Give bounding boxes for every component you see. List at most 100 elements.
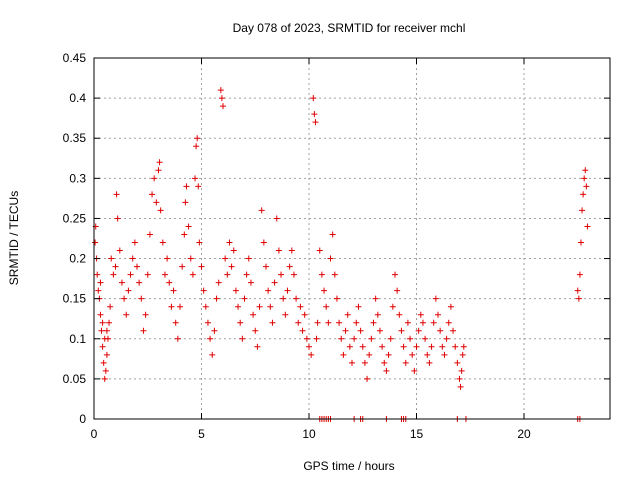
data-point [144,271,151,278]
data-point [293,295,300,302]
data-point [185,223,192,230]
data-point [247,279,254,286]
data-point [127,271,134,278]
data-point [228,263,235,270]
y-tick-label: 0.1 [69,332,86,346]
data-point [351,335,358,342]
data-point [379,343,386,350]
data-point [325,319,332,326]
data-point [458,367,465,374]
data-point [181,231,188,238]
data-point [581,175,588,182]
data-point [99,343,106,350]
data-point [95,287,102,294]
data-point [582,167,589,174]
data-point [256,303,263,310]
data-point [323,303,330,310]
data-point [265,287,272,294]
chart-title: Day 078 of 2023, SRMTID for receiver mch… [233,21,466,35]
data-point [215,279,222,286]
data-point [282,311,289,318]
data-point [311,111,318,118]
data-point [299,327,306,334]
data-point [280,295,287,302]
x-tick-label: 10 [302,427,316,441]
x-tick-label: 5 [198,427,205,441]
data-point [118,279,125,286]
data-point [258,207,265,214]
x-axis-label: GPS time / hours [303,459,394,473]
data-point [189,271,196,278]
data-point [579,207,586,214]
data-point [110,271,117,278]
y-tick-label: 0.3 [69,171,86,185]
plot-frame [93,57,611,420]
data-point [103,327,110,334]
data-point [243,271,250,278]
data-point [392,271,398,278]
data-point [254,343,261,350]
data-point [149,191,156,198]
data-point [168,303,175,310]
data-point [381,359,388,366]
axis-ticks: 0 0.05 0.1 0.15 0.2 0.25 0.3 0.35 0.4 0.45 0 5 10 15 2… [63,51,610,441]
data-point [218,95,225,102]
data-point [211,327,218,334]
data-point [398,327,405,334]
data-point [400,343,407,350]
data-point [456,375,463,382]
data-point [239,335,246,342]
data-point [394,287,401,294]
data-point [113,191,120,198]
data-point [383,367,390,374]
data-point [301,311,308,318]
data-point [159,239,166,246]
data-point [422,335,429,342]
data-point [370,319,377,326]
data-point [103,351,110,358]
data-point [226,239,233,246]
data-point [366,351,373,358]
data-point [260,239,267,246]
data-point [321,287,328,294]
data-point [445,319,452,326]
data-point [106,319,113,326]
data-point [250,311,257,318]
data-point [112,263,119,270]
data-point [195,183,202,190]
data-point [200,287,207,294]
data-point [415,327,422,334]
data-point [179,263,186,270]
data-point [275,247,282,254]
data-point [374,311,381,318]
data-point [187,255,194,262]
data-point [273,215,280,222]
data-point [361,359,368,366]
data-point [454,359,461,366]
data-point [241,295,248,302]
data-point [209,351,216,358]
data-point [417,311,424,318]
y-tick-label: 0.25 [63,211,87,225]
y-tick-label: 0.45 [63,51,87,65]
data-point [164,255,171,262]
data-point [198,263,205,270]
data-point [271,279,278,286]
data-point [125,287,132,294]
data-point [290,271,297,278]
data-point [580,191,587,198]
data-point [318,271,325,278]
data-point [349,359,355,366]
data-point [94,271,101,278]
data-point [267,303,274,310]
data-point [409,351,416,358]
data-point [101,375,108,382]
data-point [131,239,138,246]
data-point [402,359,409,366]
data-point [107,303,114,310]
data-point [182,199,189,206]
data-point [183,183,190,190]
data-point [364,375,371,382]
data-point [385,351,392,358]
